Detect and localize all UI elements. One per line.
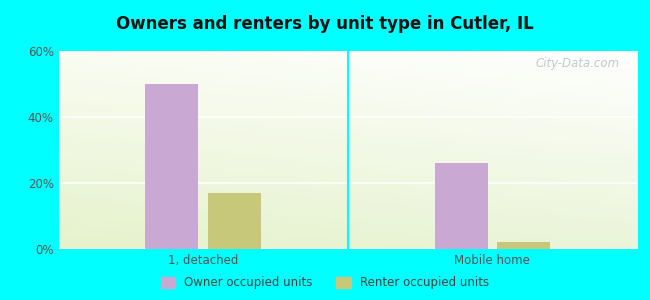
Bar bbox=[208, 193, 261, 249]
Bar bbox=[145, 84, 198, 249]
Bar bbox=[434, 163, 488, 249]
Legend: Owner occupied units, Renter occupied units: Owner occupied units, Renter occupied un… bbox=[156, 272, 494, 294]
Text: City-Data.com: City-Data.com bbox=[536, 57, 619, 70]
Bar bbox=[497, 242, 550, 249]
Text: Owners and renters by unit type in Cutler, IL: Owners and renters by unit type in Cutle… bbox=[116, 15, 534, 33]
